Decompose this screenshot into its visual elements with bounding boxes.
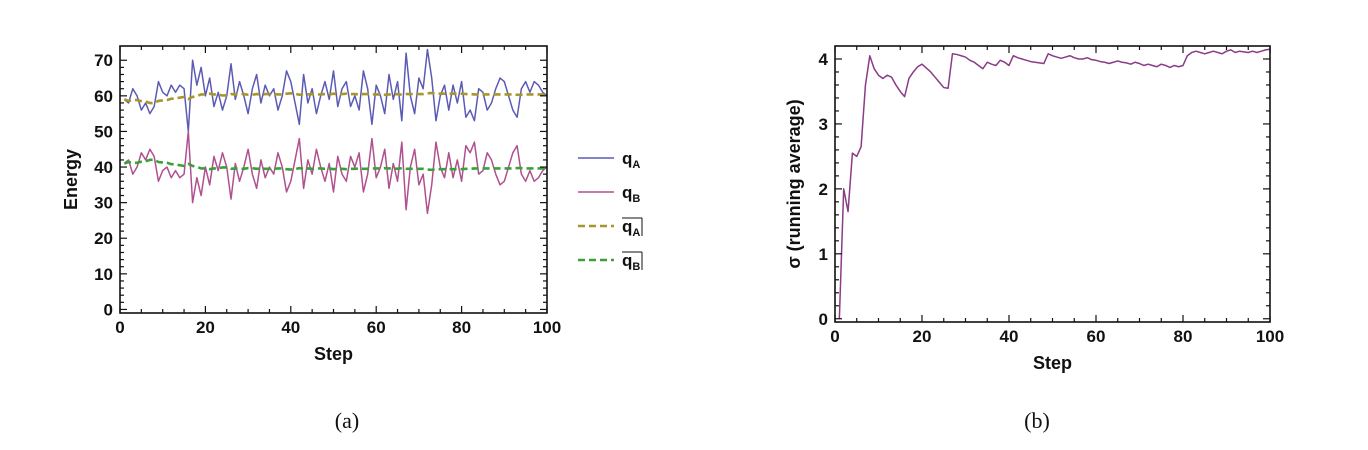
series-line-0-0 [123, 48, 548, 133]
legend-subscript: A [632, 159, 640, 171]
y-tick-label: 0 [819, 310, 828, 329]
x-tick-label: 0 [830, 327, 839, 346]
series-line-0-2 [123, 91, 547, 105]
legend-label: qA [622, 149, 640, 171]
legend-subscript: A [632, 227, 640, 239]
x-tick-label: 40 [281, 318, 300, 337]
y-tick-label: 40 [94, 158, 113, 177]
legend-label: qA [622, 217, 640, 239]
x-tick-label: 20 [913, 327, 932, 346]
x-tick-label: 20 [196, 318, 215, 337]
x-tick-label: 80 [1174, 327, 1193, 346]
chart-b: 0 20 40 60 80 100 0 1 2 3 4 Step σ (running average) [784, 45, 1284, 373]
y-axis-label: σ (running average) [784, 99, 804, 268]
y-tick-label: 50 [94, 122, 113, 141]
y-tick-label: 0 [104, 300, 113, 319]
legend-a: qA qB qA qB [578, 149, 643, 273]
series-line-0-3 [123, 158, 547, 172]
x-tick-label: 80 [452, 318, 471, 337]
y-tick-label: 4 [819, 50, 829, 69]
legend-label: qB [622, 251, 640, 273]
series-line-1-0 [838, 48, 1271, 319]
x-tick-label: 60 [367, 318, 386, 337]
chart-a: 0 20 40 60 80 100 0 10 20 30 40 50 60 70 Step Energy [61, 45, 561, 364]
x-tick-label: 60 [1087, 327, 1106, 346]
legend-subscript: B [632, 261, 640, 273]
y-tick-label: 10 [94, 265, 113, 284]
caption-a: (a) [335, 408, 359, 433]
x-axis-label: Step [314, 344, 353, 364]
x-tick-label: 100 [1256, 327, 1284, 346]
y-tick-label: 60 [94, 87, 113, 106]
y-tick-label: 70 [94, 51, 113, 70]
y-tick-label: 2 [819, 180, 828, 199]
y-tick-label: 3 [819, 115, 828, 134]
x-tick-label: 40 [1000, 327, 1019, 346]
caption-b: (b) [1024, 408, 1050, 433]
y-axis-label: Energy [61, 149, 81, 210]
legend-label: qB [622, 183, 640, 205]
legend-subscript: B [632, 193, 640, 205]
x-tick-label: 100 [533, 318, 561, 337]
y-tick-label: 20 [94, 229, 113, 248]
plot-frame [119, 45, 548, 314]
y-tick-label: 30 [94, 194, 113, 213]
x-axis-label: Step [1033, 353, 1072, 373]
y-tick-label: 1 [819, 245, 828, 264]
series-line-0-1 [123, 130, 548, 215]
plot-frame [834, 45, 1271, 323]
x-tick-label: 0 [115, 318, 124, 337]
